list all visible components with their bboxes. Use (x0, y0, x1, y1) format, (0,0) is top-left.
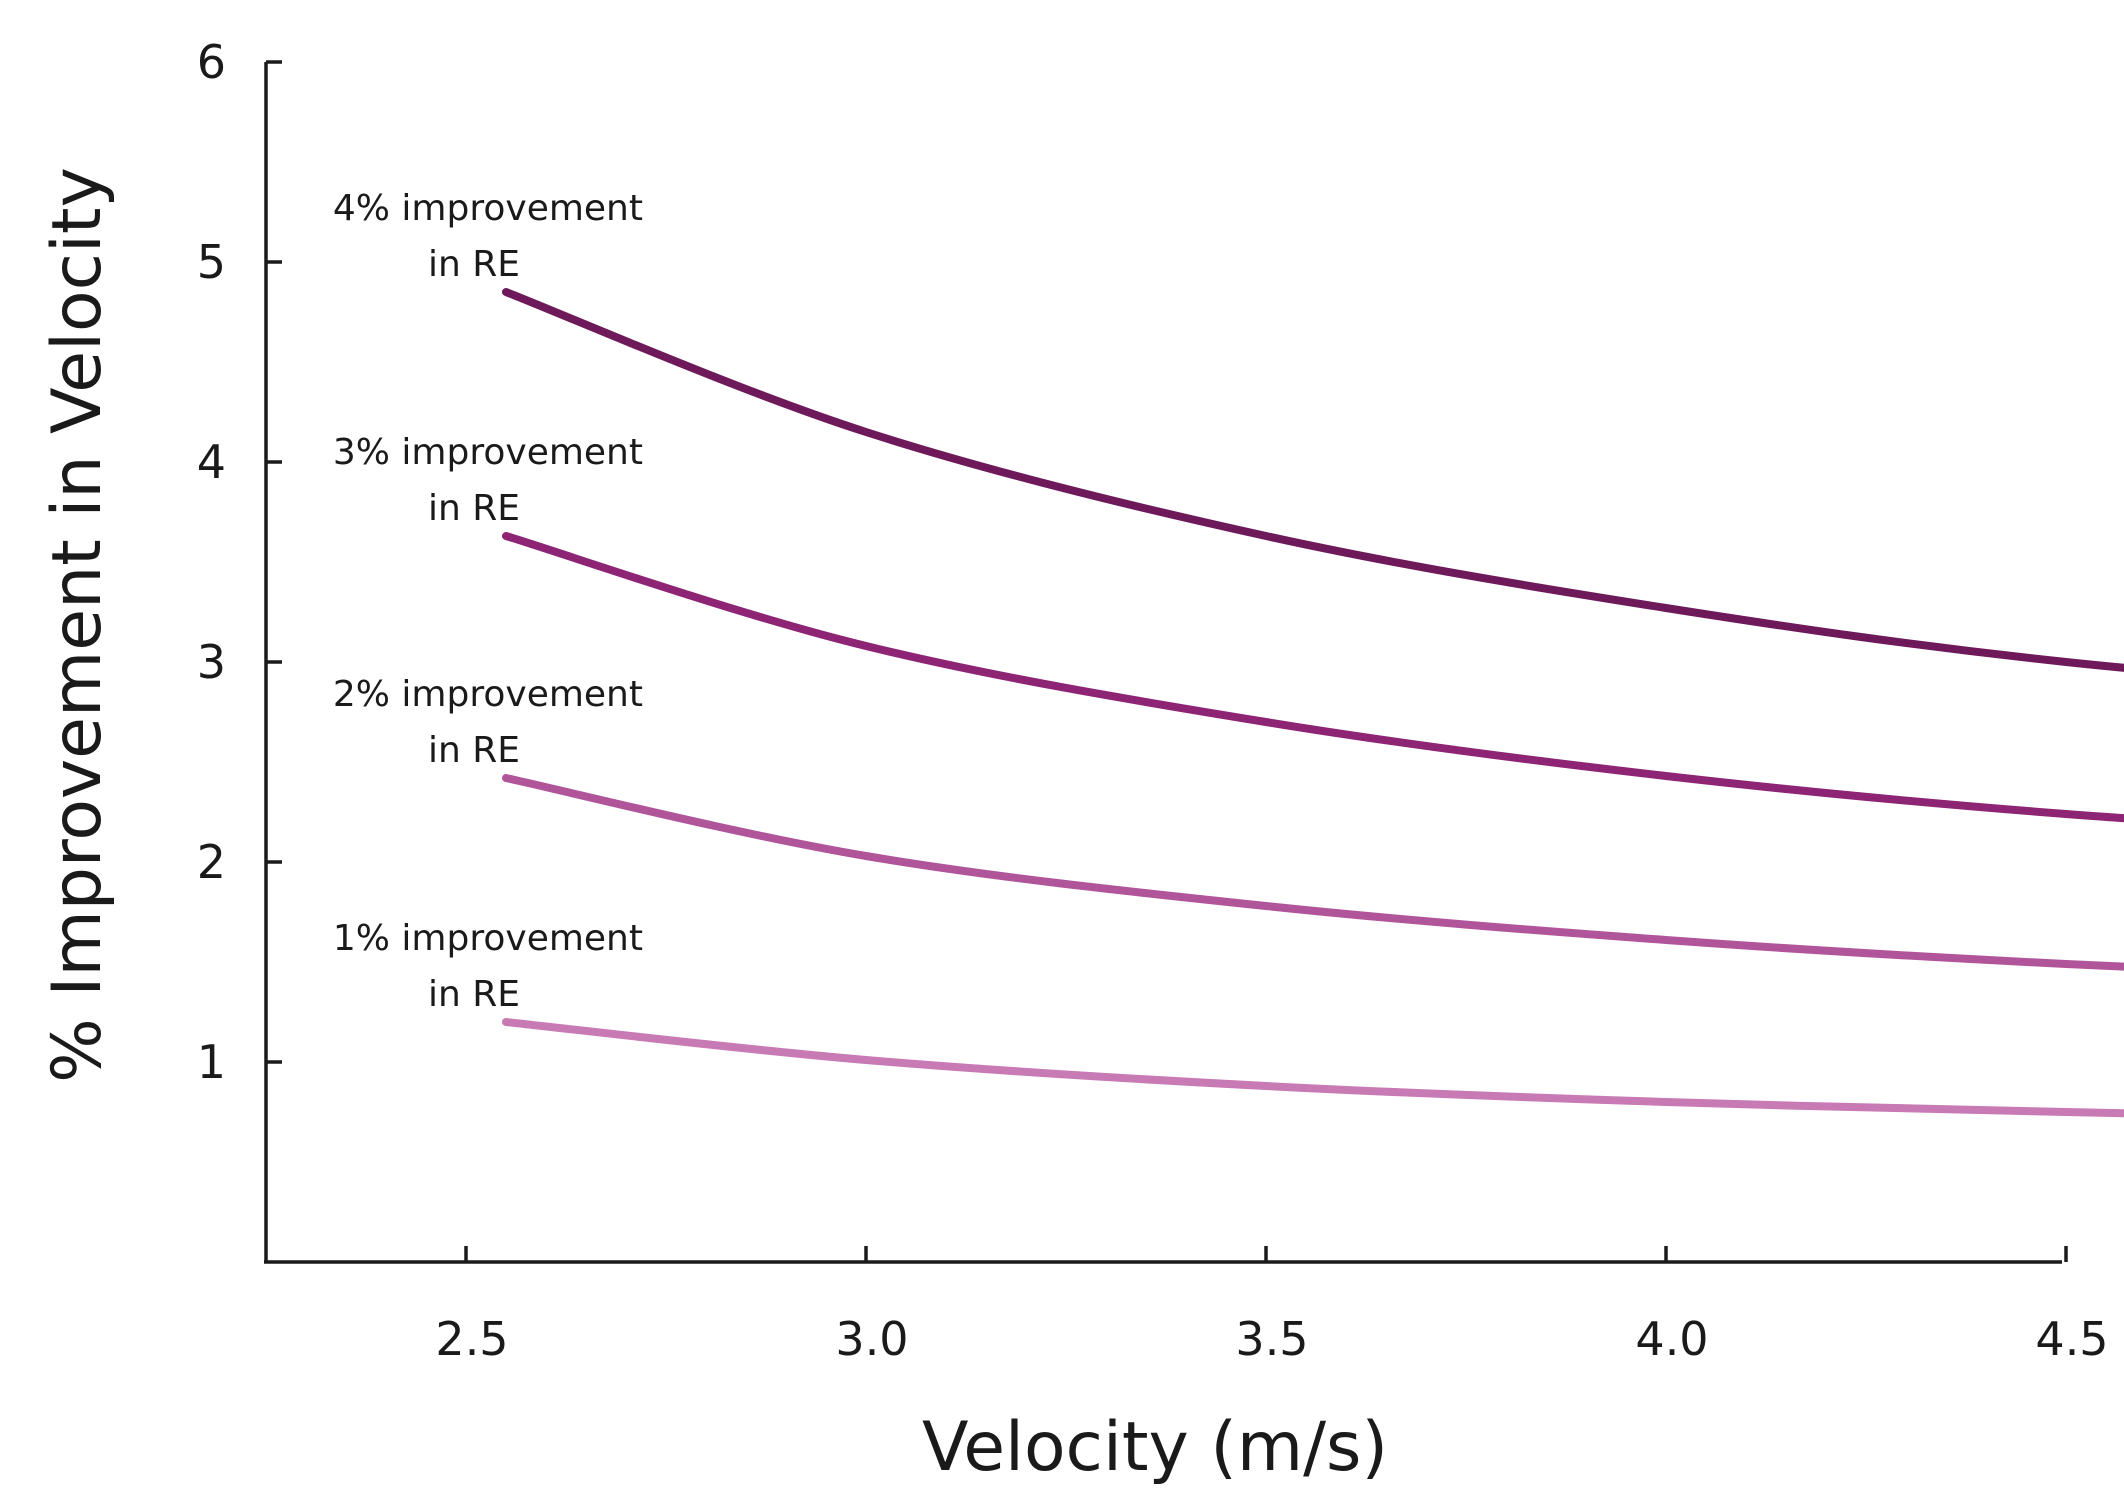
y-tick-label: 5 (197, 235, 226, 289)
x-tick-label: 4.0 (1635, 1312, 1708, 1366)
series-label-line2: in RE (428, 974, 520, 1015)
series-label-line2: in RE (428, 488, 520, 529)
series-line-solid (502, 288, 2124, 672)
series-line-solid (502, 774, 2124, 971)
series-label-line2: in RE (428, 244, 520, 285)
series-label-line1: 3% improvement (333, 432, 643, 473)
series-line-solid (502, 1018, 2124, 1118)
annotations: 4% improvement in RE 3% improvement in RE 2%… (333, 188, 643, 1015)
series-label-line1: 4% improvement (333, 188, 643, 229)
series-label-line1: 1% improvement (333, 918, 643, 959)
x-tick-label: 3.5 (1235, 1312, 1308, 1366)
x-tick-label: 2.5 (435, 1312, 508, 1366)
curves (502, 288, 2124, 1118)
series-line-solid (502, 532, 2124, 823)
x-axis-title: Velocity (m/s) (922, 1408, 1388, 1487)
x-tick-label: 3.0 (835, 1312, 908, 1366)
y-tick-label: 6 (197, 35, 226, 89)
y-tick-label: 4 (197, 435, 226, 489)
x-tick-label: 4.5 (2035, 1312, 2108, 1366)
series-label-line1: 2% improvement (333, 674, 643, 715)
y-tick-label: 1 (197, 1035, 226, 1089)
y-tick-label: 3 (197, 635, 226, 689)
y-axis-title: % Improvement in Velocity (38, 167, 117, 1083)
y-tick-label: 2 (197, 835, 226, 889)
series-label-line2: in RE (428, 730, 520, 771)
